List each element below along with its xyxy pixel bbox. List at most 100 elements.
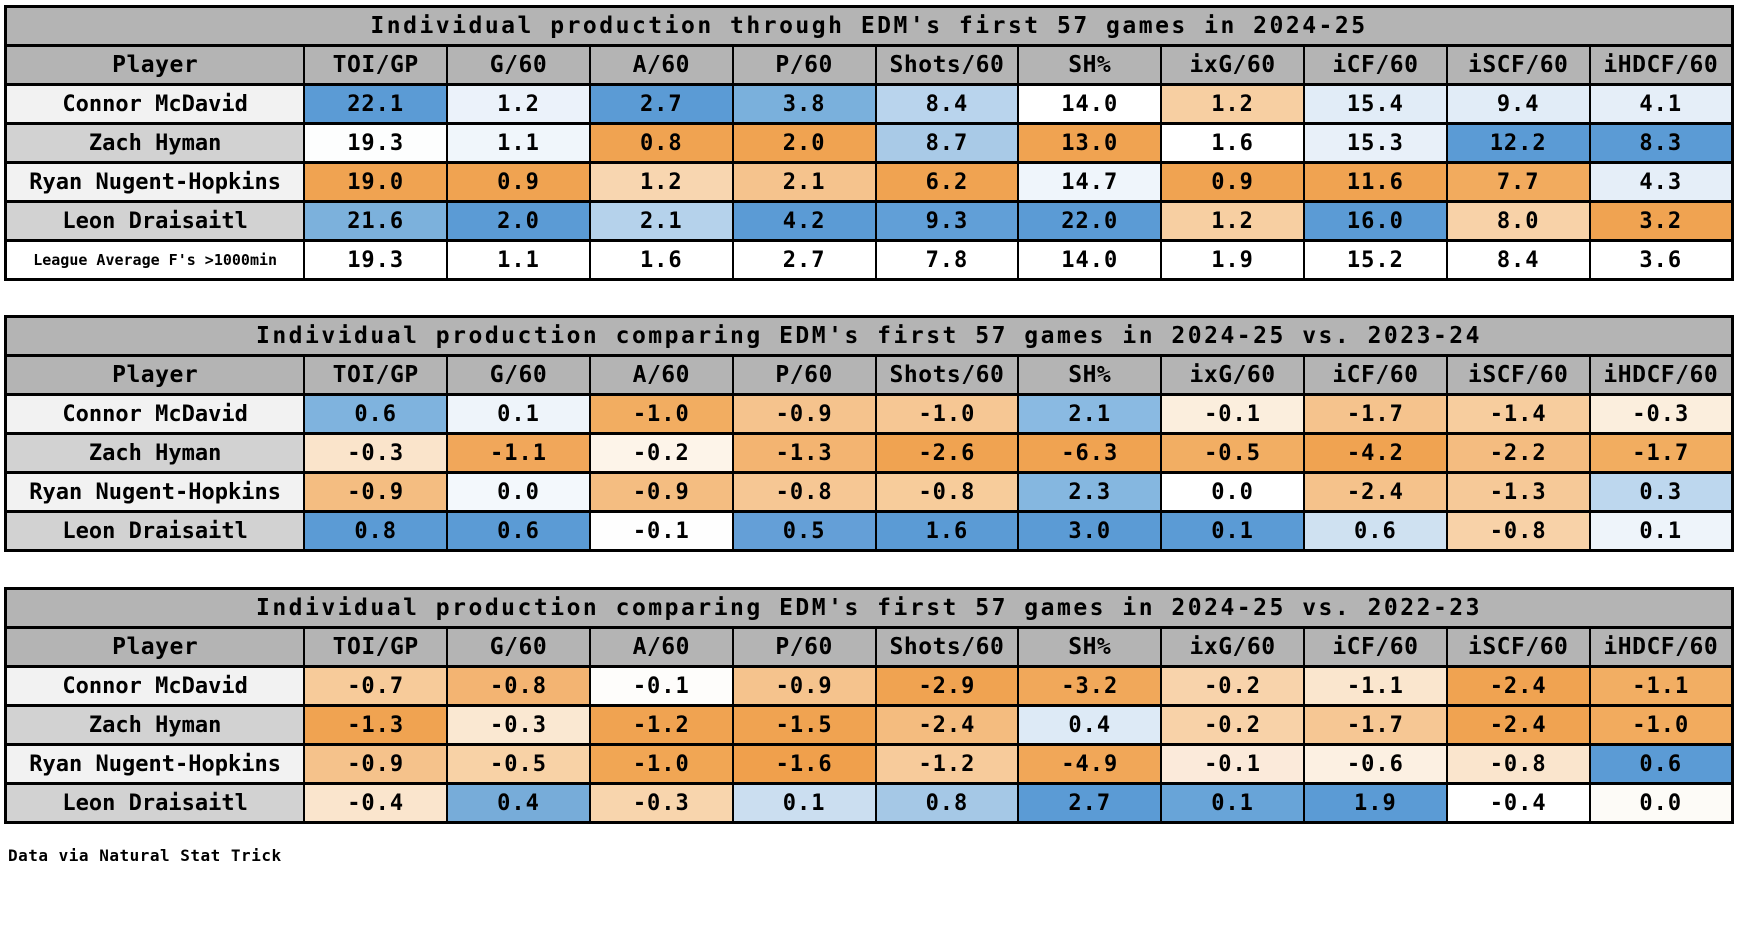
- stat-cell: 8.0: [1445, 200, 1591, 242]
- player-name-cell: Ryan Nugent-Hopkins: [4, 743, 306, 785]
- stat-cell: 0.1: [446, 393, 591, 435]
- table-production-2024-25: Individual production through EDM's firs…: [4, 5, 1734, 281]
- stat-cell: -1.0: [874, 393, 1020, 435]
- stat-cell: -1.0: [588, 743, 734, 785]
- stat-cell: 7.7: [1445, 161, 1591, 203]
- stat-cell: -0.5: [1160, 432, 1305, 474]
- stat-cell: 0.1: [1588, 510, 1734, 552]
- stat-cell: -0.4: [303, 782, 449, 824]
- stat-cell: -2.4: [1445, 665, 1591, 707]
- table-row: Connor McDavid -0.7 -0.8 -0.1 -0.9 -2.9 -3.2 -0…: [4, 665, 1734, 707]
- player-name-cell: Leon Draisaitl: [4, 200, 306, 242]
- stat-cell: -0.5: [446, 743, 591, 785]
- column-header: iHDCF/60: [1588, 44, 1734, 86]
- stat-cell: -0.3: [1588, 393, 1734, 435]
- stat-cell: 8.4: [874, 83, 1020, 125]
- stat-cell: 0.1: [1160, 782, 1305, 824]
- stat-cell: -0.1: [588, 510, 734, 552]
- stat-cell: -0.2: [1160, 665, 1305, 707]
- column-header: ixG/60: [1160, 354, 1305, 396]
- player-name-cell: Zach Hyman: [4, 432, 306, 474]
- stat-cell: 2.1: [588, 200, 734, 242]
- stat-cell: -2.2: [1445, 432, 1591, 474]
- stat-cell: -2.6: [874, 432, 1020, 474]
- column-header: iSCF/60: [1445, 44, 1591, 86]
- column-header: SH%: [1017, 354, 1163, 396]
- stat-cell: 15.3: [1302, 122, 1448, 164]
- column-header: iSCF/60: [1445, 626, 1591, 668]
- player-name-cell: Zach Hyman: [4, 122, 306, 164]
- stat-cell: -3.2: [1017, 665, 1163, 707]
- stat-cell: 0.0: [1588, 782, 1734, 824]
- stat-cell: 2.0: [731, 122, 877, 164]
- column-header-player: Player: [4, 354, 306, 396]
- column-header: iHDCF/60: [1588, 354, 1734, 396]
- stat-cell: 19.3: [303, 122, 449, 164]
- table-row: League Average F's >1000min 19.3 1.1 1.6 2.7…: [4, 239, 1734, 281]
- player-name-cell: League Average F's >1000min: [4, 239, 306, 281]
- table-row: Ryan Nugent-Hopkins 19.0 0.9 1.2 2.1 6.2 14.7 0…: [4, 161, 1734, 203]
- stat-cell: 3.6: [1588, 239, 1734, 281]
- column-header-row: Player TOI/GP G/60 A/60 P/60 Shots/60 SH% ixG/6…: [4, 354, 1734, 396]
- stat-cell: -0.2: [1160, 704, 1305, 746]
- column-header: TOI/GP: [303, 44, 449, 86]
- stat-cell: 0.8: [874, 782, 1020, 824]
- stat-cell: 1.6: [588, 239, 734, 281]
- stat-cell: 4.3: [1588, 161, 1734, 203]
- stat-cell: 21.6: [303, 200, 449, 242]
- stat-cell: 2.3: [1017, 471, 1163, 513]
- table-row: Leon Draisaitl 21.6 2.0 2.1 4.2 9.3 22.0 1.2 16.…: [4, 200, 1734, 242]
- stat-cell: -1.0: [588, 393, 734, 435]
- column-header-row: Player TOI/GP G/60 A/60 P/60 Shots/60 SH% ixG/6…: [4, 44, 1734, 86]
- table-row: Zach Hyman -1.3 -0.3 -1.2 -1.5 -2.4 0.4 -0.2 -1.…: [4, 704, 1734, 746]
- table-row: Leon Draisaitl 0.8 0.6 -0.1 0.5 1.6 3.0 0.1 0.6-…: [4, 510, 1734, 552]
- column-header: iSCF/60: [1445, 354, 1591, 396]
- stat-cell: 1.2: [588, 161, 734, 203]
- column-header: G/60: [446, 354, 591, 396]
- stat-cell: -0.3: [446, 704, 591, 746]
- stat-cell: -4.2: [1302, 432, 1448, 474]
- stat-cell: 11.6: [1302, 161, 1448, 203]
- player-name-cell: Connor McDavid: [4, 83, 306, 125]
- stat-cell: 16.0: [1302, 200, 1448, 242]
- column-header: A/60: [588, 44, 734, 86]
- player-name-cell: Leon Draisaitl: [4, 510, 306, 552]
- stat-cell: 0.5: [731, 510, 877, 552]
- stat-cell: 1.1: [446, 239, 591, 281]
- stat-cell: -0.9: [731, 393, 877, 435]
- stat-cell: -0.8: [1445, 743, 1591, 785]
- column-header: P/60: [731, 626, 877, 668]
- column-header: P/60: [731, 354, 877, 396]
- stat-cell: 1.2: [446, 83, 591, 125]
- stat-cell: -1.7: [1588, 432, 1734, 474]
- stat-cell: 1.2: [1160, 200, 1305, 242]
- table-title: Individual production comparing EDM's fi…: [4, 315, 1734, 357]
- stat-cell: -0.6: [1302, 743, 1448, 785]
- stat-cell: 3.8: [731, 83, 877, 125]
- stat-cell: 4.2: [731, 200, 877, 242]
- stat-cell: 1.6: [1160, 122, 1305, 164]
- column-header: Shots/60: [874, 354, 1020, 396]
- stat-cell: 19.3: [303, 239, 449, 281]
- stat-cell: -0.8: [446, 665, 591, 707]
- stat-cell: -0.1: [1160, 743, 1305, 785]
- stat-cell: -0.3: [588, 782, 734, 824]
- stat-cell: 2.7: [1017, 782, 1163, 824]
- column-header: TOI/GP: [303, 354, 449, 396]
- table-row: Connor McDavid 22.1 1.2 2.7 3.8 8.4 14.0 1.2 15.…: [4, 83, 1734, 125]
- stat-cell: -2.4: [874, 704, 1020, 746]
- stat-cell: -1.3: [731, 432, 877, 474]
- stat-cell: 0.8: [303, 510, 449, 552]
- stat-cell: 12.2: [1445, 122, 1591, 164]
- stat-cell: 9.4: [1445, 83, 1591, 125]
- data-source-note: Data via Natural Stat Trick: [8, 846, 282, 865]
- stat-cell: 1.9: [1160, 239, 1305, 281]
- player-name-cell: Ryan Nugent-Hopkins: [4, 161, 306, 203]
- table-row: Ryan Nugent-Hopkins -0.9 -0.5 -1.0 -1.6 -1.2-…: [4, 743, 1734, 785]
- stat-cell: 2.1: [731, 161, 877, 203]
- column-header: Shots/60: [874, 626, 1020, 668]
- stat-cell: 0.8: [588, 122, 734, 164]
- stat-cell: 1.2: [1160, 83, 1305, 125]
- table-row: Connor McDavid 0.6 0.1 -1.0 -0.9 -1.0 2.1 -0.1-…: [4, 393, 1734, 435]
- table-comparison-vs-2023-24: Individual production comparing EDM's fi…: [4, 315, 1734, 552]
